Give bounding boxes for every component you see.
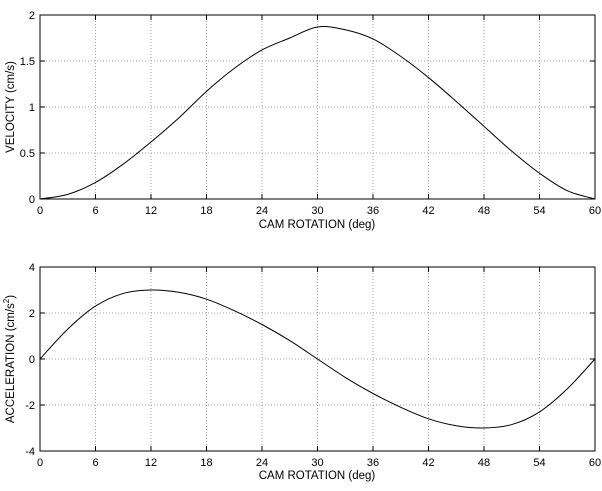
acceleration-y-tick-labels: -4 -2 0 2 4: [25, 262, 35, 458]
acceleration-y-tick-label: -2: [25, 400, 35, 412]
velocity-x-tick-label: 30: [311, 205, 323, 217]
velocity-grid: [40, 15, 595, 199]
velocity-x-tick-label: 24: [256, 205, 268, 217]
acceleration-curve: [39, 289, 596, 429]
velocity-y-axis-label: VELOCITY (cm/s): [5, 61, 17, 153]
acceleration-x-tick-label: 24: [256, 457, 268, 469]
velocity-y-tick-label: 0.5: [20, 148, 35, 160]
acceleration-y-tick-label: -4: [25, 446, 35, 458]
acceleration-x-tick-label: 6: [92, 457, 98, 469]
velocity-x-tick-labels: 0 6 12 18 24 30 36 42 48 54 60: [37, 205, 601, 217]
acceleration-x-tick-label: 42: [422, 457, 434, 469]
acceleration-x-axis-label: CAM ROTATION (deg): [259, 470, 376, 482]
acceleration-x-tick-label: 36: [367, 457, 379, 469]
acceleration-y-axis-label: ACCELERATION (cm/s2): [2, 295, 17, 423]
acceleration-x-tick-label: 30: [311, 457, 323, 469]
velocity-y-tick-label: 1: [29, 102, 35, 114]
velocity-y-tick-label: 0: [29, 194, 35, 206]
velocity-x-tick-label: 6: [92, 205, 98, 217]
acceleration-y-axis-label-suffix: ): [5, 295, 17, 299]
acceleration-x-tick-label: 54: [533, 457, 545, 469]
velocity-x-tick-label: 0: [37, 205, 43, 217]
velocity-y-tick-labels: 0 0.5 1 1.5 2: [20, 10, 35, 206]
velocity-x-tick-label: 54: [533, 205, 545, 217]
acceleration-x-tick-label: 12: [145, 457, 157, 469]
velocity-x-tick-label: 42: [422, 205, 434, 217]
acceleration-ticks: [39, 266, 596, 452]
acceleration-y-tick-label: 0: [29, 354, 35, 366]
velocity-curve: [39, 26, 596, 200]
velocity-x-tick-label: 60: [589, 205, 601, 217]
acceleration-y-tick-label: 4: [29, 262, 35, 274]
velocity-ticks: [39, 14, 596, 200]
acceleration-x-tick-label: 60: [589, 457, 601, 469]
velocity-y-tick-label: 1.5: [20, 56, 35, 68]
acceleration-x-tick-label: 0: [37, 457, 43, 469]
acceleration-grid: [40, 267, 595, 451]
velocity-x-tick-label: 18: [200, 205, 212, 217]
acceleration-x-tick-label: 48: [478, 457, 490, 469]
velocity-plot: 0 6 12 18 24 30 36 42 48 54 60 0 0.5 1 1.5 2 CAM ROTAT…: [5, 10, 601, 231]
velocity-x-tick-label: 12: [145, 205, 157, 217]
velocity-x-tick-label: 48: [478, 205, 490, 217]
velocity-x-tick-label: 36: [367, 205, 379, 217]
acceleration-x-tick-label: 18: [200, 457, 212, 469]
acceleration-y-tick-label: 2: [29, 308, 35, 320]
acceleration-x-tick-labels: 0 6 12 18 24 30 36 42 48 54 60: [37, 457, 601, 469]
velocity-x-axis-label: CAM ROTATION (deg): [259, 219, 376, 231]
acceleration-y-axis-label-superscript: 2: [2, 298, 11, 303]
velocity-y-tick-label: 2: [29, 10, 35, 22]
acceleration-y-axis-label-main: ACCELERATION (cm/s: [5, 303, 17, 423]
